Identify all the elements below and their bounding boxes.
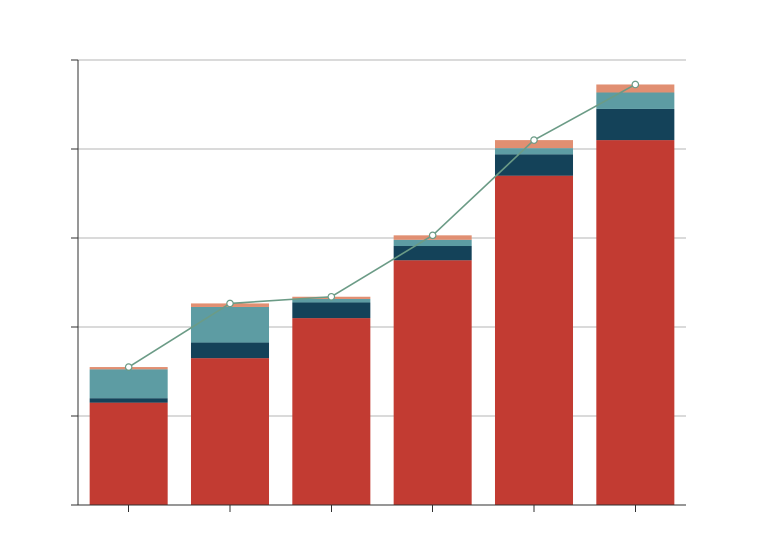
- trend-marker: [429, 232, 435, 238]
- trend-marker: [328, 294, 334, 300]
- bar-segment-red: [394, 260, 472, 505]
- bar-segment-teal: [394, 240, 472, 246]
- bar-segment-red: [596, 140, 674, 505]
- bar-segment-red: [191, 358, 269, 505]
- bar-segment-teal: [495, 148, 573, 154]
- trend-marker: [227, 300, 233, 306]
- stacked-bar-chart: [0, 0, 763, 553]
- trend-marker: [531, 137, 537, 143]
- trend-marker: [632, 81, 638, 87]
- bar-segment-navy: [292, 303, 370, 319]
- bar-segment-navy: [90, 398, 168, 402]
- bar-segment-navy: [394, 246, 472, 260]
- bar-segment-navy: [191, 343, 269, 359]
- bar-segment-red: [292, 318, 370, 505]
- bar-segment-red: [495, 176, 573, 505]
- bar-segment-red: [90, 403, 168, 505]
- bar-segment-teal: [596, 92, 674, 108]
- bar-segment-navy: [596, 109, 674, 140]
- bar-segment-teal: [191, 307, 269, 343]
- bar-segment-teal: [90, 369, 168, 398]
- chart-svg: [0, 0, 763, 553]
- trend-marker: [125, 364, 131, 370]
